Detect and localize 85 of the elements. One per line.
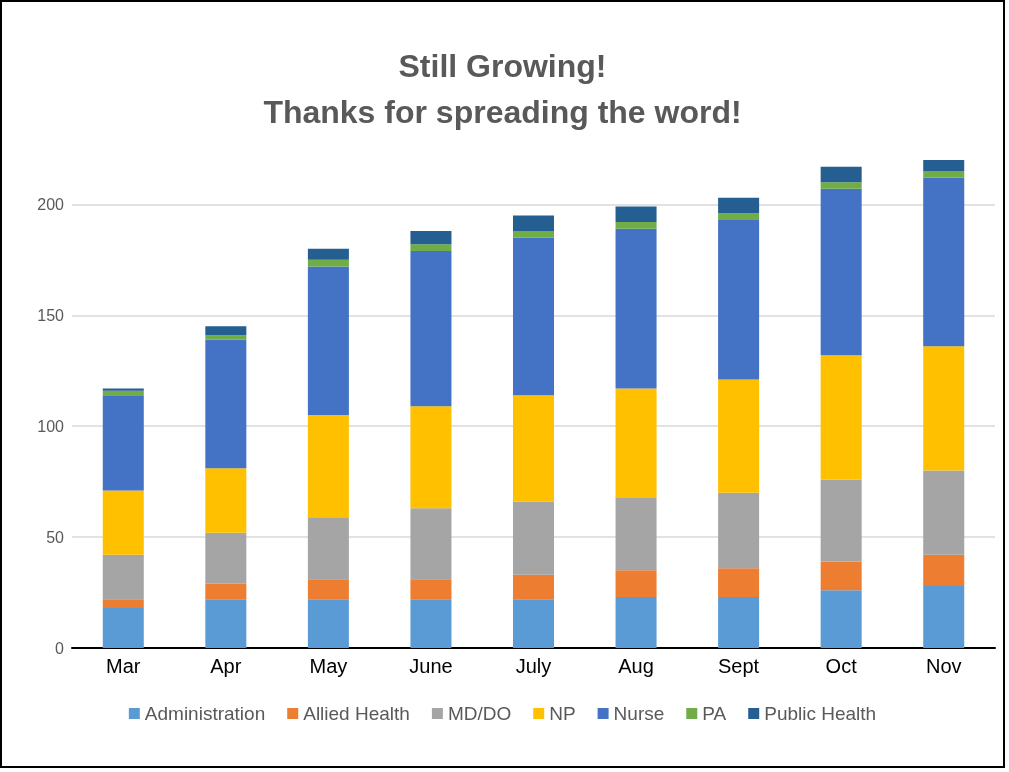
bar (307, 517, 349, 580)
y-tick-label: 0 (55, 639, 65, 657)
bar (102, 554, 144, 600)
bar (615, 570, 657, 597)
bar (102, 388, 144, 391)
bar (102, 599, 144, 609)
bar (205, 583, 247, 600)
bar (615, 388, 657, 498)
bar (718, 596, 760, 648)
x-tick-label: June (409, 655, 453, 677)
bar (923, 585, 965, 648)
bar (102, 490, 144, 555)
bar (102, 390, 144, 396)
bar (820, 479, 862, 562)
bar (512, 501, 555, 575)
bar (820, 355, 862, 480)
bar (410, 508, 452, 580)
bar (307, 248, 349, 260)
bar (923, 346, 965, 471)
bar (307, 266, 349, 416)
bar (205, 335, 247, 340)
bar (205, 468, 247, 533)
bar (205, 339, 247, 469)
bar (512, 230, 555, 238)
bar (410, 250, 452, 407)
x-tick-label: Mar (106, 655, 141, 677)
legend-label: PA (702, 703, 727, 724)
bar (205, 532, 247, 584)
bar (923, 554, 965, 586)
bar (410, 406, 452, 509)
bar (820, 166, 862, 183)
bar (820, 188, 862, 356)
bar (718, 219, 760, 380)
bar (923, 177, 965, 347)
bar (102, 395, 144, 491)
bar (820, 590, 862, 648)
bar (615, 222, 657, 229)
bar (410, 579, 452, 600)
y-tick-label: 50 (46, 528, 65, 546)
bar (615, 596, 657, 648)
bar (512, 574, 555, 600)
bar (512, 215, 555, 231)
bar (102, 608, 144, 648)
bar (923, 160, 965, 172)
x-tick-label: Aug (618, 655, 654, 677)
x-tick-label: May (309, 655, 348, 677)
bar (410, 230, 452, 245)
x-tick-label: Nov (925, 655, 962, 677)
x-tick-label: Sept (718, 655, 760, 677)
bar (718, 379, 760, 493)
bar (718, 568, 760, 597)
bar (718, 213, 760, 220)
bar (307, 259, 349, 267)
bar (718, 492, 760, 569)
legend-label: Allied Health (303, 703, 410, 724)
bar (512, 599, 555, 648)
bar (205, 599, 247, 648)
y-tick-label: 200 (37, 195, 65, 213)
bar (410, 599, 452, 648)
bar (615, 497, 657, 571)
bar (307, 579, 349, 600)
bar (923, 171, 965, 178)
bar (820, 182, 862, 189)
bar (307, 599, 349, 648)
bar (512, 395, 555, 502)
bar (820, 561, 862, 591)
bar (205, 326, 247, 336)
bar (923, 470, 965, 555)
legend-label: Public Health (764, 703, 877, 724)
bar (615, 206, 657, 223)
y-tick-label: 100 (37, 417, 65, 435)
bar (307, 415, 349, 518)
x-tick-label: July (515, 655, 552, 677)
x-tick-label: Apr (210, 655, 242, 677)
y-tick-label: 150 (37, 306, 65, 324)
bar (512, 237, 555, 396)
x-tick-label: Oct (825, 655, 858, 677)
legend-label: Administration (144, 703, 266, 724)
bar (410, 244, 452, 251)
chart-title: Still Growing! Thanks for spreading the word! (263, 48, 742, 130)
legend-label: MD/DO (447, 703, 512, 724)
legend-label: Nurse (613, 703, 665, 724)
bar (615, 228, 657, 389)
legend-label: NP (549, 703, 576, 724)
bar (718, 197, 760, 214)
